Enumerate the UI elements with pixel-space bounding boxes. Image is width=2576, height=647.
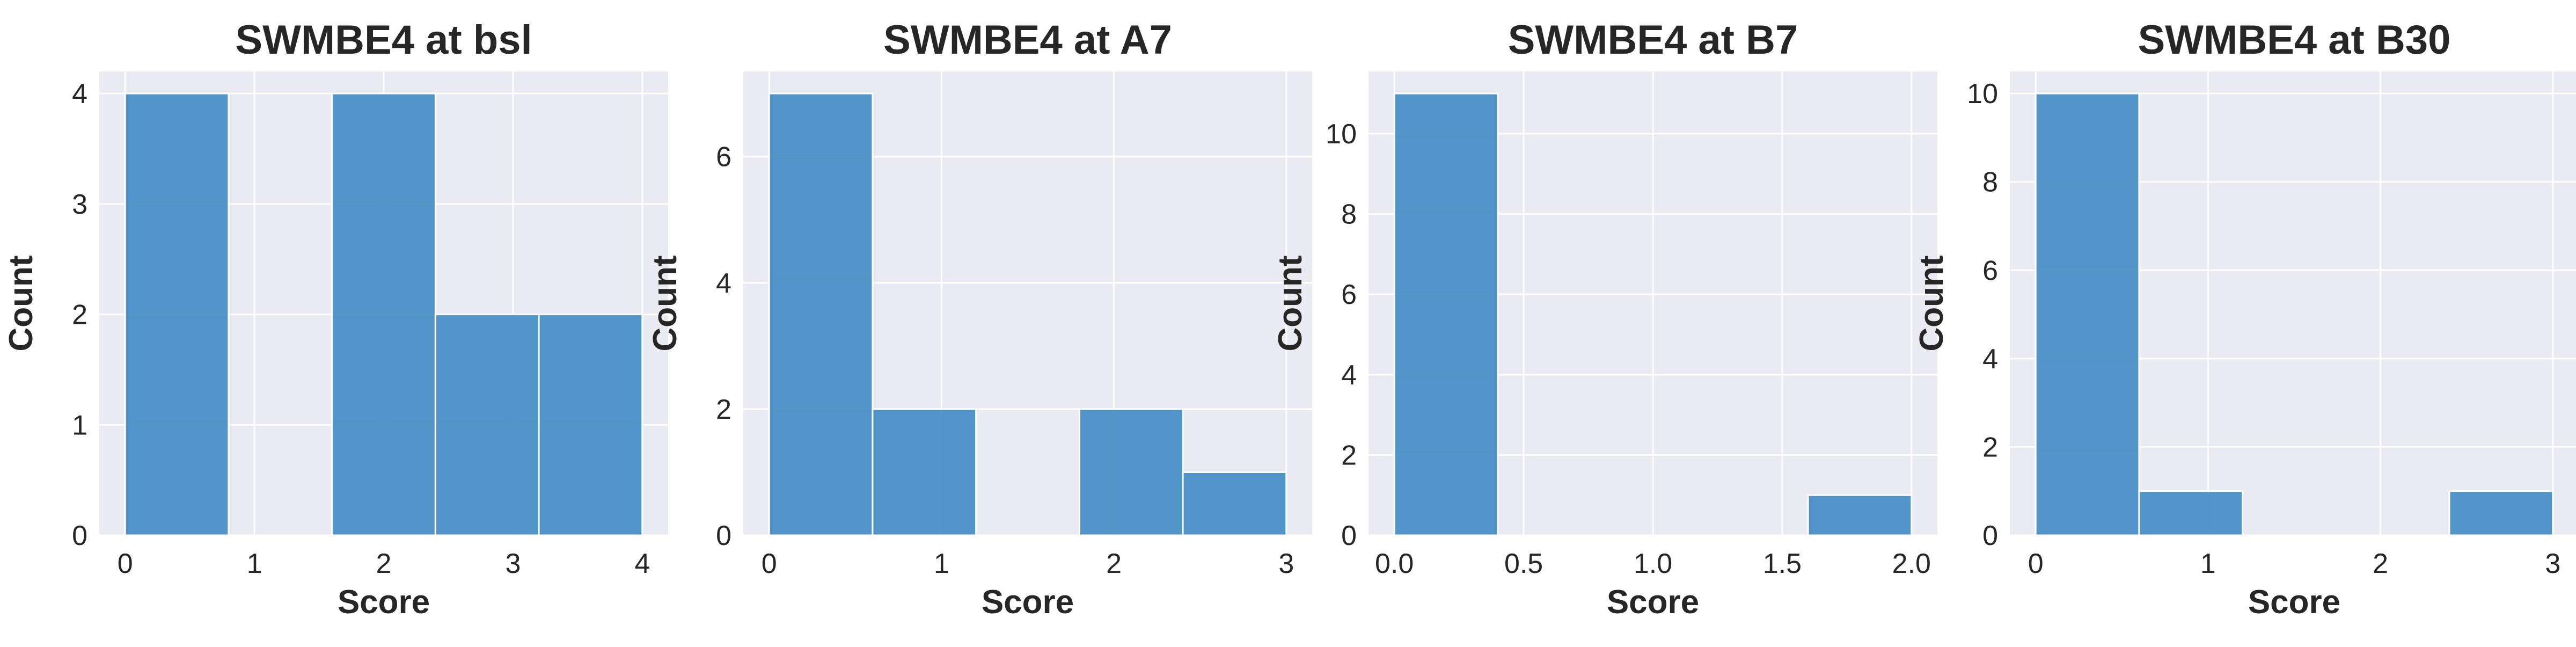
x-tick-label: 1 bbox=[2200, 548, 2216, 579]
histogram-bar bbox=[872, 408, 977, 536]
chart-title: SWMBE4 at bsl bbox=[235, 17, 532, 63]
histogram-bar bbox=[538, 314, 643, 536]
y-tick-label: 6 bbox=[1982, 255, 1998, 286]
x-tick-label: 0.5 bbox=[1504, 548, 1543, 579]
histogram-bar bbox=[1807, 494, 1913, 536]
y-axis-label: Count bbox=[1272, 255, 1309, 351]
histogram-bar bbox=[1078, 408, 1184, 536]
y-axis-label: Count bbox=[647, 255, 684, 351]
y-tick-label: 1 bbox=[72, 410, 87, 441]
x-tick-label: 1 bbox=[247, 548, 262, 579]
x-tick-label: 3 bbox=[2545, 548, 2560, 579]
histogram-bar bbox=[331, 92, 436, 536]
x-tick-label: 4 bbox=[634, 548, 650, 579]
x-tick-label: 0 bbox=[762, 548, 777, 579]
x-tick-label: 2 bbox=[376, 548, 392, 579]
y-tick-label: 10 bbox=[1326, 119, 1357, 150]
subplot-3: 0.0 0.5 1.0 1.5 2.0 0 2 4 6 8 10 SWMBE4 at B7 Score C… bbox=[1272, 17, 1937, 621]
y-tick-label: 4 bbox=[1341, 360, 1357, 391]
x-axis-label: Score bbox=[1607, 584, 1699, 621]
x-tick-label: 2.0 bbox=[1892, 548, 1931, 579]
y-axis-label: Count bbox=[1913, 255, 1950, 351]
y-tick-label: 8 bbox=[1982, 167, 1998, 198]
x-tick-label: 1.5 bbox=[1763, 548, 1802, 579]
chart-title: SWMBE4 at B30 bbox=[2138, 17, 2451, 63]
histogram-bar bbox=[434, 314, 540, 536]
histogram-bar bbox=[1393, 92, 1499, 536]
x-tick-label: 0.0 bbox=[1375, 548, 1414, 579]
y-tick-label: 4 bbox=[72, 78, 87, 110]
histogram-bar bbox=[2138, 490, 2244, 536]
subplot-2: 0 1 2 3 0 2 4 6 SWMBE4 at A7 Score Count bbox=[647, 17, 1312, 621]
y-tick-label: 2 bbox=[716, 394, 731, 425]
x-axis-label: Score bbox=[982, 584, 1074, 621]
histogram-bar bbox=[124, 92, 230, 536]
y-tick-label: 2 bbox=[1341, 440, 1357, 471]
y-tick-label: 0 bbox=[1982, 520, 1998, 551]
x-axis-label: Score bbox=[338, 584, 430, 621]
x-tick-label: 2 bbox=[2373, 548, 2388, 579]
y-tick-label: 2 bbox=[1982, 432, 1998, 463]
y-tick-label: 2 bbox=[72, 300, 87, 331]
histogram-bar bbox=[2448, 490, 2554, 536]
histogram-bar bbox=[768, 92, 874, 536]
y-tick-label: 8 bbox=[1341, 199, 1357, 230]
x-tick-label: 0 bbox=[2028, 548, 2044, 579]
y-tick-label: 6 bbox=[1341, 279, 1357, 310]
x-tick-label: 1.0 bbox=[1634, 548, 1672, 579]
y-tick-label: 10 bbox=[1967, 78, 1998, 110]
y-tick-label: 0 bbox=[1341, 520, 1357, 551]
chart-title: SWMBE4 at A7 bbox=[883, 17, 1172, 63]
x-tick-label: 0 bbox=[118, 548, 133, 579]
y-tick-label: 4 bbox=[716, 268, 731, 299]
y-tick-label: 3 bbox=[72, 189, 87, 220]
histogram-bar bbox=[2035, 92, 2140, 536]
x-tick-label: 3 bbox=[505, 548, 521, 579]
subplot-4: 0 1 2 3 0 2 4 6 8 10 SWMBE4 at B30 Score Count bbox=[1913, 17, 2576, 621]
y-tick-label: 0 bbox=[72, 520, 87, 551]
y-tick-label: 6 bbox=[716, 142, 731, 173]
x-tick-label: 2 bbox=[1106, 548, 1122, 579]
y-tick-label: 4 bbox=[1982, 344, 1998, 375]
y-tick-label: 0 bbox=[716, 520, 731, 551]
x-tick-label: 1 bbox=[934, 548, 949, 579]
histogram-bar bbox=[1182, 471, 1287, 536]
y-axis-label: Count bbox=[3, 255, 40, 351]
x-tick-label: 3 bbox=[1278, 548, 1294, 579]
subplot-1: 0 1 2 3 4 0 1 2 3 4 SWMBE4 at bsl Score Count bbox=[3, 17, 668, 621]
chart-title: SWMBE4 at B7 bbox=[1508, 17, 1798, 63]
x-axis-label: Score bbox=[2248, 584, 2340, 621]
